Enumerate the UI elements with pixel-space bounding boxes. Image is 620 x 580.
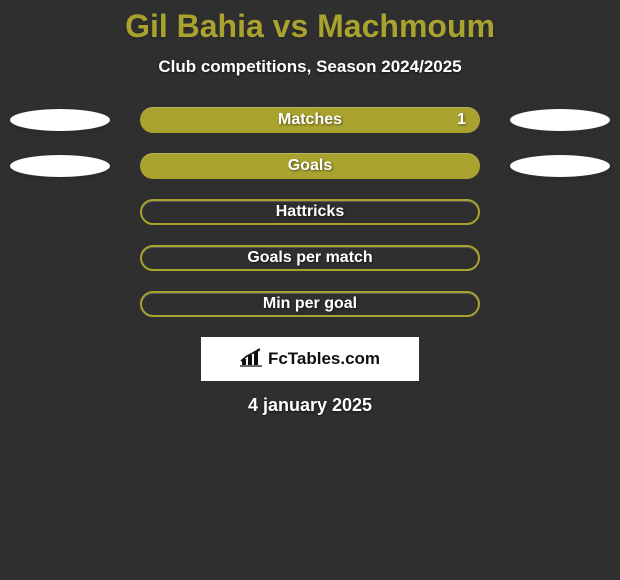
watermark: FcTables.com (201, 337, 419, 381)
bar-goals-per-match: Goals per match (140, 245, 480, 271)
bar-min-per-goal: Min per goal (140, 291, 480, 317)
bar-label: Goals (140, 157, 480, 175)
ellipse-right (510, 155, 610, 177)
bar-chart-icon (240, 347, 266, 372)
page-subtitle: Club competitions, Season 2024/2025 (0, 57, 620, 77)
footer-date: 4 january 2025 (0, 395, 620, 416)
bar-label: Min per goal (142, 295, 478, 313)
bar-row-hattricks: Hattricks (0, 199, 620, 225)
watermark-text: FcTables.com (268, 349, 380, 369)
bar-row-goals-per-match: Goals per match (0, 245, 620, 271)
bar-row-min-per-goal: Min per goal (0, 291, 620, 317)
ellipse-left (10, 109, 110, 131)
bar-row-matches: Matches 1 (0, 107, 620, 133)
ellipse-left (10, 155, 110, 177)
page-title: Gil Bahia vs Machmoum (0, 0, 620, 45)
bar-goals: Goals (140, 153, 480, 179)
bar-label: Matches (140, 111, 480, 129)
bar-label: Goals per match (142, 249, 478, 267)
bar-value: 1 (457, 107, 466, 133)
bar-matches: Matches 1 (140, 107, 480, 133)
bar-hattricks: Hattricks (140, 199, 480, 225)
comparison-card: Gil Bahia vs Machmoum Club competitions,… (0, 0, 620, 580)
bar-chart: Matches 1 Goals Hattricks Goals per matc… (0, 107, 620, 317)
bar-label: Hattricks (142, 203, 478, 221)
bar-row-goals: Goals (0, 153, 620, 179)
ellipse-right (510, 109, 610, 131)
